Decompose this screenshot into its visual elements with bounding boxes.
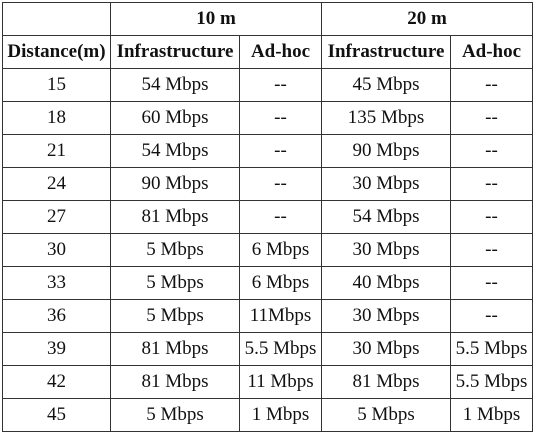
infrastructure-10m-cell: 54 Mbps [110,134,240,168]
table-row: 24 90 Mbps -- 30 Mbps -- [2,167,533,201]
distance-cell: 33 [2,266,111,300]
adhoc-20m-cell: 5.5 Mbps [450,365,533,399]
table-row: 45 5 Mbps 1 Mbps 5 Mbps 1 Mbps [2,398,533,432]
adhoc-20m-cell: -- [450,167,533,201]
adhoc-20m-cell: -- [450,200,533,234]
adhoc-20m-cell: -- [450,68,533,102]
distance-cell: 42 [2,365,111,399]
adhoc-10m-cell: -- [239,134,322,168]
adhoc-10m-cell: -- [239,200,322,234]
column-header-infrastructure-10m: Infrastructure [110,35,240,69]
infrastructure-10m-cell: 54 Mbps [110,68,240,102]
infrastructure-20m-cell: 30 Mbps [321,299,451,333]
column-header-row: Distance(m) Infrastructure Ad-hoc Infras… [2,35,533,69]
group-header-20m: 20 m [321,2,533,36]
adhoc-20m-cell: 1 Mbps [450,398,533,432]
adhoc-10m-cell: 6 Mbps [239,266,322,300]
infrastructure-10m-cell: 5 Mbps [110,299,240,333]
adhoc-20m-cell: -- [450,299,533,333]
adhoc-20m-cell: -- [450,101,533,135]
table-row: 36 5 Mbps 11Mbps 30 Mbps -- [2,299,533,333]
infrastructure-10m-cell: 5 Mbps [110,266,240,300]
infrastructure-10m-cell: 90 Mbps [110,167,240,201]
adhoc-20m-cell: -- [450,233,533,267]
distance-cell: 30 [2,233,111,267]
distance-cell: 27 [2,200,111,234]
distance-cell: 18 [2,101,111,135]
infrastructure-10m-cell: 81 Mbps [110,332,240,366]
table-body: 15 54 Mbps -- 45 Mbps -- 18 60 Mbps -- 135 Mbps -… [2,68,533,432]
group-header-row: 10 m 20 m [2,2,533,36]
table-row: 21 54 Mbps -- 90 Mbps -- [2,134,533,168]
adhoc-10m-cell: -- [239,101,322,135]
infrastructure-20m-cell: 30 Mbps [321,167,451,201]
adhoc-20m-cell: -- [450,266,533,300]
column-header-distance: Distance(m) [2,35,111,69]
table-row: 33 5 Mbps 6 Mbps 40 Mbps -- [2,266,533,300]
infrastructure-10m-cell: 81 Mbps [110,200,240,234]
adhoc-10m-cell: 11 Mbps [239,365,322,399]
table-row: 18 60 Mbps -- 135 Mbps -- [2,101,533,135]
column-header-infrastructure-20m: Infrastructure [321,35,451,69]
empty-corner-cell [2,2,111,36]
distance-cell: 36 [2,299,111,333]
adhoc-20m-cell: 5.5 Mbps [450,332,533,366]
column-header-adhoc-10m: Ad-hoc [239,35,322,69]
table-row: 39 81 Mbps 5.5 Mbps 30 Mbps 5.5 Mbps [2,332,533,366]
adhoc-10m-cell: -- [239,68,322,102]
column-header-adhoc-20m: Ad-hoc [450,35,533,69]
infrastructure-20m-cell: 45 Mbps [321,68,451,102]
adhoc-10m-cell: 1 Mbps [239,398,322,432]
table-row: 30 5 Mbps 6 Mbps 30 Mbps -- [2,233,533,267]
distance-cell: 45 [2,398,111,432]
infrastructure-20m-cell: 30 Mbps [321,233,451,267]
distance-cell: 15 [2,68,111,102]
infrastructure-20m-cell: 135 Mbps [321,101,451,135]
table-row: 42 81 Mbps 11 Mbps 81 Mbps 5.5 Mbps [2,365,533,399]
infrastructure-20m-cell: 40 Mbps [321,266,451,300]
infrastructure-20m-cell: 30 Mbps [321,332,451,366]
infrastructure-10m-cell: 5 Mbps [110,233,240,267]
adhoc-10m-cell: 6 Mbps [239,233,322,267]
adhoc-10m-cell: -- [239,167,322,201]
table-row: 27 81 Mbps -- 54 Mbps -- [2,200,533,234]
infrastructure-10m-cell: 81 Mbps [110,365,240,399]
infrastructure-20m-cell: 5 Mbps [321,398,451,432]
adhoc-20m-cell: -- [450,134,533,168]
throughput-table: 10 m 20 m Distance(m) Infrastructure Ad-… [2,2,533,432]
distance-cell: 24 [2,167,111,201]
adhoc-10m-cell: 11Mbps [239,299,322,333]
distance-cell: 39 [2,332,111,366]
group-header-10m: 10 m [110,2,322,36]
infrastructure-10m-cell: 60 Mbps [110,101,240,135]
infrastructure-20m-cell: 90 Mbps [321,134,451,168]
infrastructure-10m-cell: 5 Mbps [110,398,240,432]
infrastructure-20m-cell: 81 Mbps [321,365,451,399]
table-row: 15 54 Mbps -- 45 Mbps -- [2,68,533,102]
distance-cell: 21 [2,134,111,168]
infrastructure-20m-cell: 54 Mbps [321,200,451,234]
adhoc-10m-cell: 5.5 Mbps [239,332,322,366]
